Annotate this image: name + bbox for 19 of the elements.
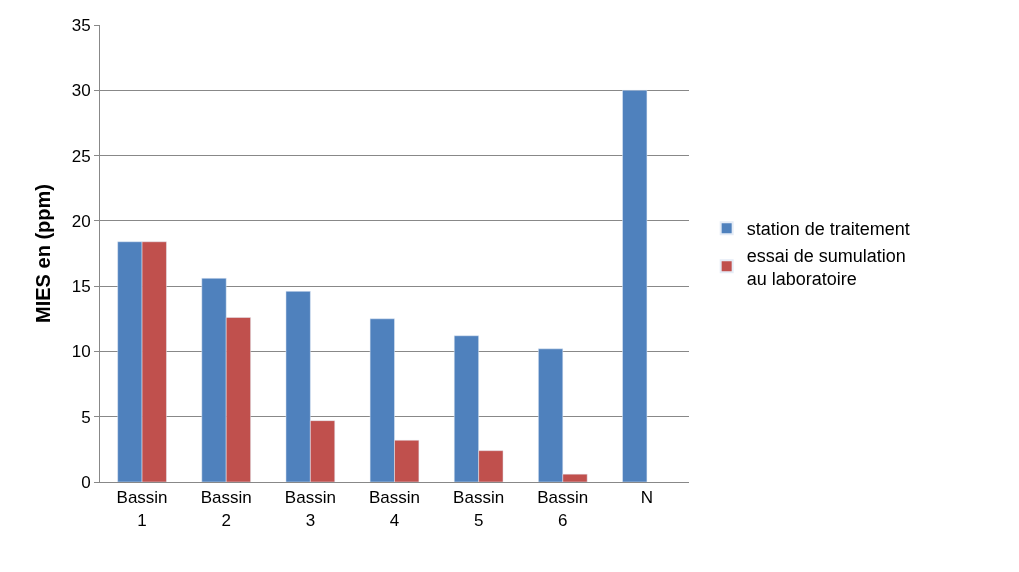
legend-label: essai de sumulation au laboratoire [746,245,906,290]
x-tick-label: N [640,488,654,508]
x-tick-label: Bassin 4 [368,488,421,530]
y-tick-label: 30 [71,81,91,101]
y-tick-label: 35 [71,15,91,35]
y-tick-label: 0 [81,472,91,492]
x-tick-label: Bassin 2 [200,488,252,530]
y-tick-label: 15 [71,277,91,297]
y-tick-label: 25 [71,146,91,166]
x-tick-label: Bassin 6 [537,488,589,530]
y-axis-title: MIES en (ppm) [32,184,55,323]
x-tick-label: Bassin 3 [284,488,336,530]
y-tick-label: 10 [71,342,91,362]
y-tick-label: 5 [81,407,91,427]
bar [622,90,648,482]
legend-label: station de traitement [746,219,910,240]
y-tick-label: 20 [71,211,91,231]
x-tick-label: Bassin 5 [453,488,505,530]
x-tick-label: Bassin 1 [116,488,168,530]
